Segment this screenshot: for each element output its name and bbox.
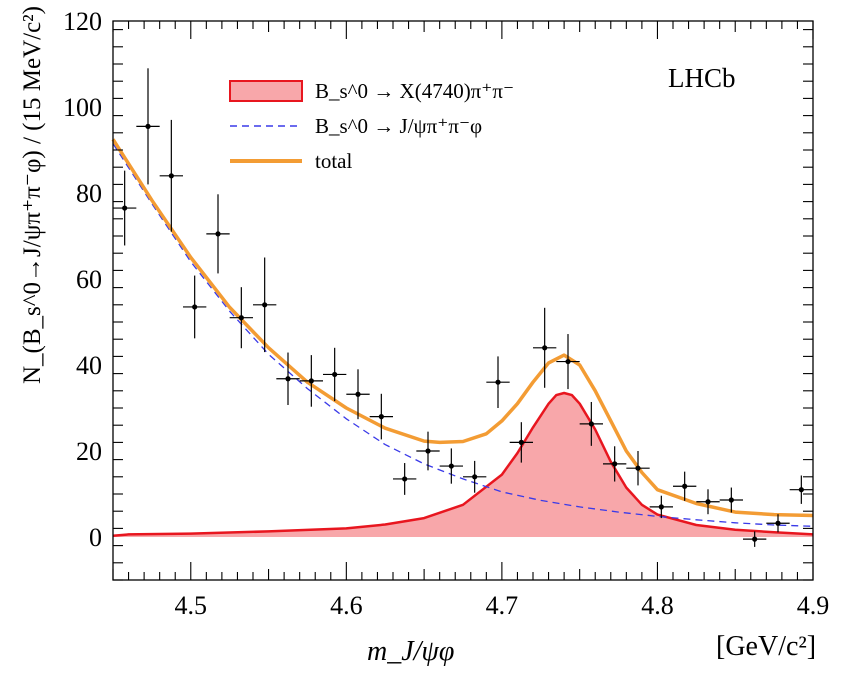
data-point-marker [472, 474, 478, 480]
legend-label: B_s^0 → X(4740)π⁺π⁻ [315, 79, 514, 103]
data-point [183, 275, 207, 339]
data-point [369, 393, 393, 440]
legend-item: B_s^0 → J/ψπ⁺π⁻φ [230, 114, 482, 138]
total-fit-layer [111, 138, 814, 518]
data-point-marker [238, 315, 244, 321]
data-point-marker [145, 123, 151, 129]
data-point-marker [308, 378, 314, 384]
y-axis-label: N_(B_s^0→J/ψπ⁺π⁻φ) / (15 MeV/c²) [19, 6, 46, 384]
legend-swatch [229, 80, 303, 102]
data-point-marker [798, 487, 804, 493]
data-point-marker [448, 463, 454, 469]
data-point-marker [285, 376, 291, 382]
data-point-marker [542, 345, 548, 351]
data-point-marker [425, 448, 431, 454]
data-point-marker [402, 476, 408, 482]
total-curve [111, 138, 814, 518]
data-point-marker [192, 304, 198, 310]
y-tick-label: 80 [76, 179, 102, 208]
data-point-marker [378, 414, 384, 420]
x-tick-label: 4.7 [486, 591, 519, 620]
x-tick-label: 4.9 [797, 591, 830, 620]
data-point-marker [355, 391, 361, 397]
legend: B_s^0 → X(4740)π⁺π⁻ B_s^0 → J/ψπ⁺π⁻φ total [229, 79, 514, 173]
data-point [533, 307, 557, 388]
data-point [159, 119, 183, 232]
x-tick-label: 4.5 [175, 591, 208, 620]
data-point [299, 355, 323, 407]
data-point [696, 489, 720, 515]
data-point-marker [635, 465, 641, 471]
data-point [743, 531, 767, 547]
data-point-marker [565, 358, 571, 365]
data-point [439, 448, 463, 484]
data-point-marker [588, 421, 594, 427]
data-point [603, 446, 627, 482]
tick-labels-layer: 4.5 4.6 4.7 4.8 4.9 0 20 40 60 80 100 120 [63, 7, 829, 620]
data-point-marker [495, 379, 501, 385]
data-point [463, 460, 487, 493]
signal-area [113, 393, 813, 537]
background-curve [112, 143, 814, 527]
data-point-marker [262, 302, 268, 308]
y-tick-label: 20 [76, 437, 102, 466]
data-point [393, 463, 417, 495]
plot-frame [112, 20, 814, 581]
data-point [556, 334, 580, 390]
data-points-layer [113, 68, 813, 547]
legend-label: B_s^0 → J/ψπ⁺π⁻φ [315, 114, 482, 138]
y-tick-label: 0 [89, 523, 102, 552]
data-point-marker [122, 205, 128, 211]
data-point-marker [518, 439, 524, 445]
data-point-marker [775, 520, 781, 526]
data-point [416, 431, 440, 471]
data-point [229, 287, 253, 349]
data-point-marker [705, 499, 711, 505]
data-point-marker [658, 504, 664, 510]
y-tick-label: 100 [63, 93, 102, 122]
lhcb-label: LHCb [668, 63, 736, 93]
data-point [789, 475, 813, 504]
data-point [253, 257, 277, 353]
signal-component-layer [112, 391, 814, 537]
data-point-marker [612, 461, 618, 467]
data-point [206, 194, 230, 274]
legend-item: total [230, 149, 352, 173]
data-point [113, 170, 137, 246]
data-point [509, 422, 533, 463]
data-point-marker [752, 536, 758, 542]
y-tick-label: 60 [76, 265, 102, 294]
data-point [346, 369, 370, 420]
legend-label: total [315, 149, 352, 173]
data-point-marker [215, 231, 221, 237]
data-point [673, 471, 697, 501]
data-point-marker [168, 173, 174, 179]
data-point [579, 401, 603, 446]
data-point-marker [332, 371, 338, 378]
data-point [649, 495, 673, 519]
x-axis-label: m_J/ψφ [367, 636, 454, 667]
y-tick-label: 40 [76, 351, 102, 380]
data-point [486, 356, 510, 408]
data-point-marker [682, 483, 688, 489]
data-point [323, 347, 347, 402]
data-point [276, 352, 300, 405]
data-point [136, 68, 160, 185]
x-tick-label: 4.8 [641, 591, 674, 620]
data-point [719, 487, 743, 513]
y-tick-label: 120 [63, 7, 102, 36]
background-component-layer [112, 143, 814, 527]
x-tick-label: 4.6 [330, 591, 363, 620]
frame-layer [112, 20, 814, 581]
signal-curve [112, 391, 814, 537]
data-point-marker [728, 497, 734, 503]
data-point [766, 514, 790, 533]
data-point [626, 451, 650, 486]
legend-item: B_s^0 → X(4740)π⁺π⁻ [229, 79, 514, 103]
x-axis-unit: [GeV/c²] [716, 631, 816, 662]
